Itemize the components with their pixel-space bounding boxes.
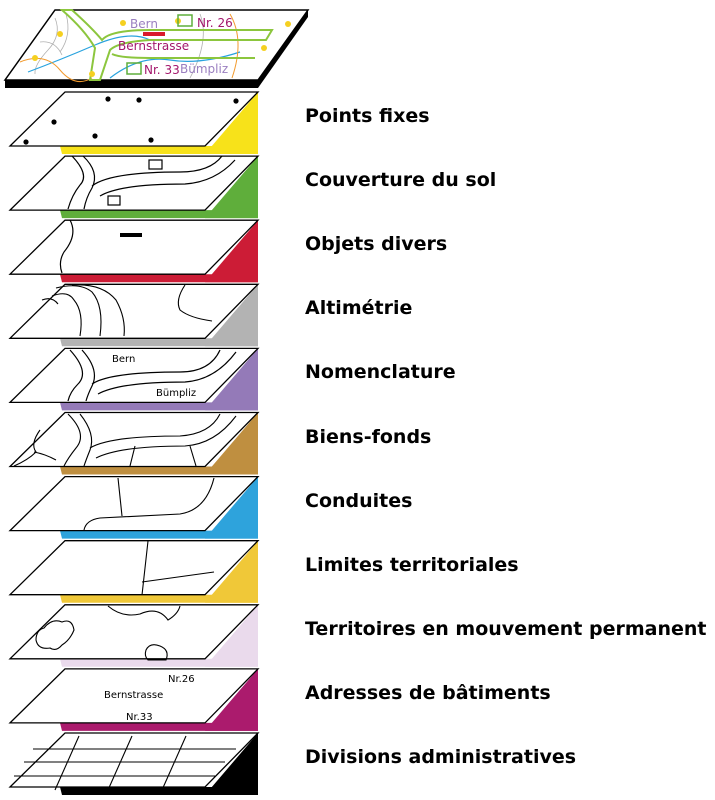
layer-stack: [8, 91, 260, 795]
layer-sheet-altimetrie: [8, 283, 260, 347]
layer-color-side: [205, 604, 258, 667]
layer-label-points-fixes: Points fixes: [305, 105, 430, 127]
layer-content-mouvement: [35, 605, 181, 661]
combined-map: Bern Nr. 26 Bernstrasse Nr. 33 Bümpliz: [3, 9, 310, 88]
layer-label-divisions-administratives: Divisions administratives: [305, 746, 577, 768]
address-label-street: Bernstrasse: [104, 690, 163, 701]
layer-label-couverture-du-sol: Couverture du sol: [305, 169, 497, 192]
layer-color-side: [205, 284, 258, 347]
layer-sheet-face: [8, 91, 260, 147]
layer-content-conduites: [83, 477, 215, 531]
layer-label-limites-territoriales: Limites territoriales: [305, 553, 519, 576]
layer-label-conduites: Conduites: [305, 489, 413, 512]
layer-color-side: [205, 668, 258, 731]
layer-sheet-face: [8, 219, 260, 275]
layer-content-limites: [141, 540, 215, 596]
map-label-nr26: Nr. 26: [197, 16, 233, 30]
layer-color-side: [205, 220, 258, 283]
address-label-nr26: Nr.26: [168, 674, 195, 685]
layer-label-objets-divers: Objets divers: [305, 233, 448, 256]
layer-color-side: [205, 476, 258, 539]
layer-sheet-nomenclature: [8, 347, 260, 411]
layer-label-adresses-de-batiments: Adresses de bâtiments: [305, 681, 551, 704]
map-label-bern: Bern: [130, 17, 158, 31]
layer-sheet-objets-divers: [8, 219, 260, 283]
map-label-street: Bernstrasse: [118, 39, 189, 53]
layer-sheet-face: [8, 475, 260, 532]
layer-color-side: [205, 156, 258, 219]
layer-color-side: [205, 540, 258, 603]
layer-content-altimetrie: [41, 284, 213, 337]
layer-content-nomenclature: [67, 349, 237, 402]
layer-content-couverture: [67, 155, 236, 210]
nomenclature-label-bumpliz: Bümpliz: [156, 388, 196, 399]
layer-color-side: [205, 412, 258, 475]
layer-sheet-face: [8, 604, 260, 660]
map-road: [59, 9, 274, 81]
layer-label-altimetrie: Altimétrie: [305, 297, 413, 320]
address-label-nr33: Nr.33: [126, 712, 153, 723]
map-slab-edge: [5, 80, 258, 88]
layer-sheet-adresses-de-batiments: [8, 668, 260, 731]
layer-sheet-face: [8, 732, 260, 788]
layer-sheet-face: [8, 347, 260, 404]
layer-sheet-face: [8, 155, 260, 211]
layer-sheet-face: [8, 668, 260, 724]
layer-sheet-territoires-en-mouvement-permanent: [8, 604, 260, 667]
layer-sheet-couverture-du-sol: [8, 155, 260, 219]
layer-content-points-fixes: [23, 96, 239, 145]
layer-content-biens-fonds: [13, 413, 237, 467]
layer-label-biens-fonds: Biens-fonds: [305, 425, 432, 448]
layer-sheet-face: [8, 540, 260, 596]
map-red-marker: [143, 32, 165, 36]
layer-sheet-divisions-administratives: [8, 732, 260, 795]
layer-label-nomenclature: Nomenclature: [305, 361, 456, 384]
layer-sheet-points-fixes: [8, 91, 260, 154]
layer-content-divisions: [14, 735, 236, 791]
layer-color-side: [205, 92, 258, 154]
layer-color-side: [205, 733, 258, 795]
layer-sheet-biens-fonds: [8, 411, 260, 475]
layer-color-side: [205, 348, 258, 411]
map-label-bumpliz: Bümpliz: [180, 62, 228, 76]
nomenclature-label-bern: Bern: [112, 354, 135, 365]
layer-sheet-limites-territoriales: [8, 540, 260, 603]
fixed-point-dot: [120, 20, 126, 26]
layer-sheet-conduites: [8, 475, 260, 539]
map-building-box: [177, 14, 193, 27]
layer-label-territoires-en-mouvement-permanent: Territoires en mouvement permanent: [305, 617, 707, 640]
map-label-nr33: Nr. 33: [144, 63, 180, 77]
layer-content-objets: [59, 219, 142, 274]
